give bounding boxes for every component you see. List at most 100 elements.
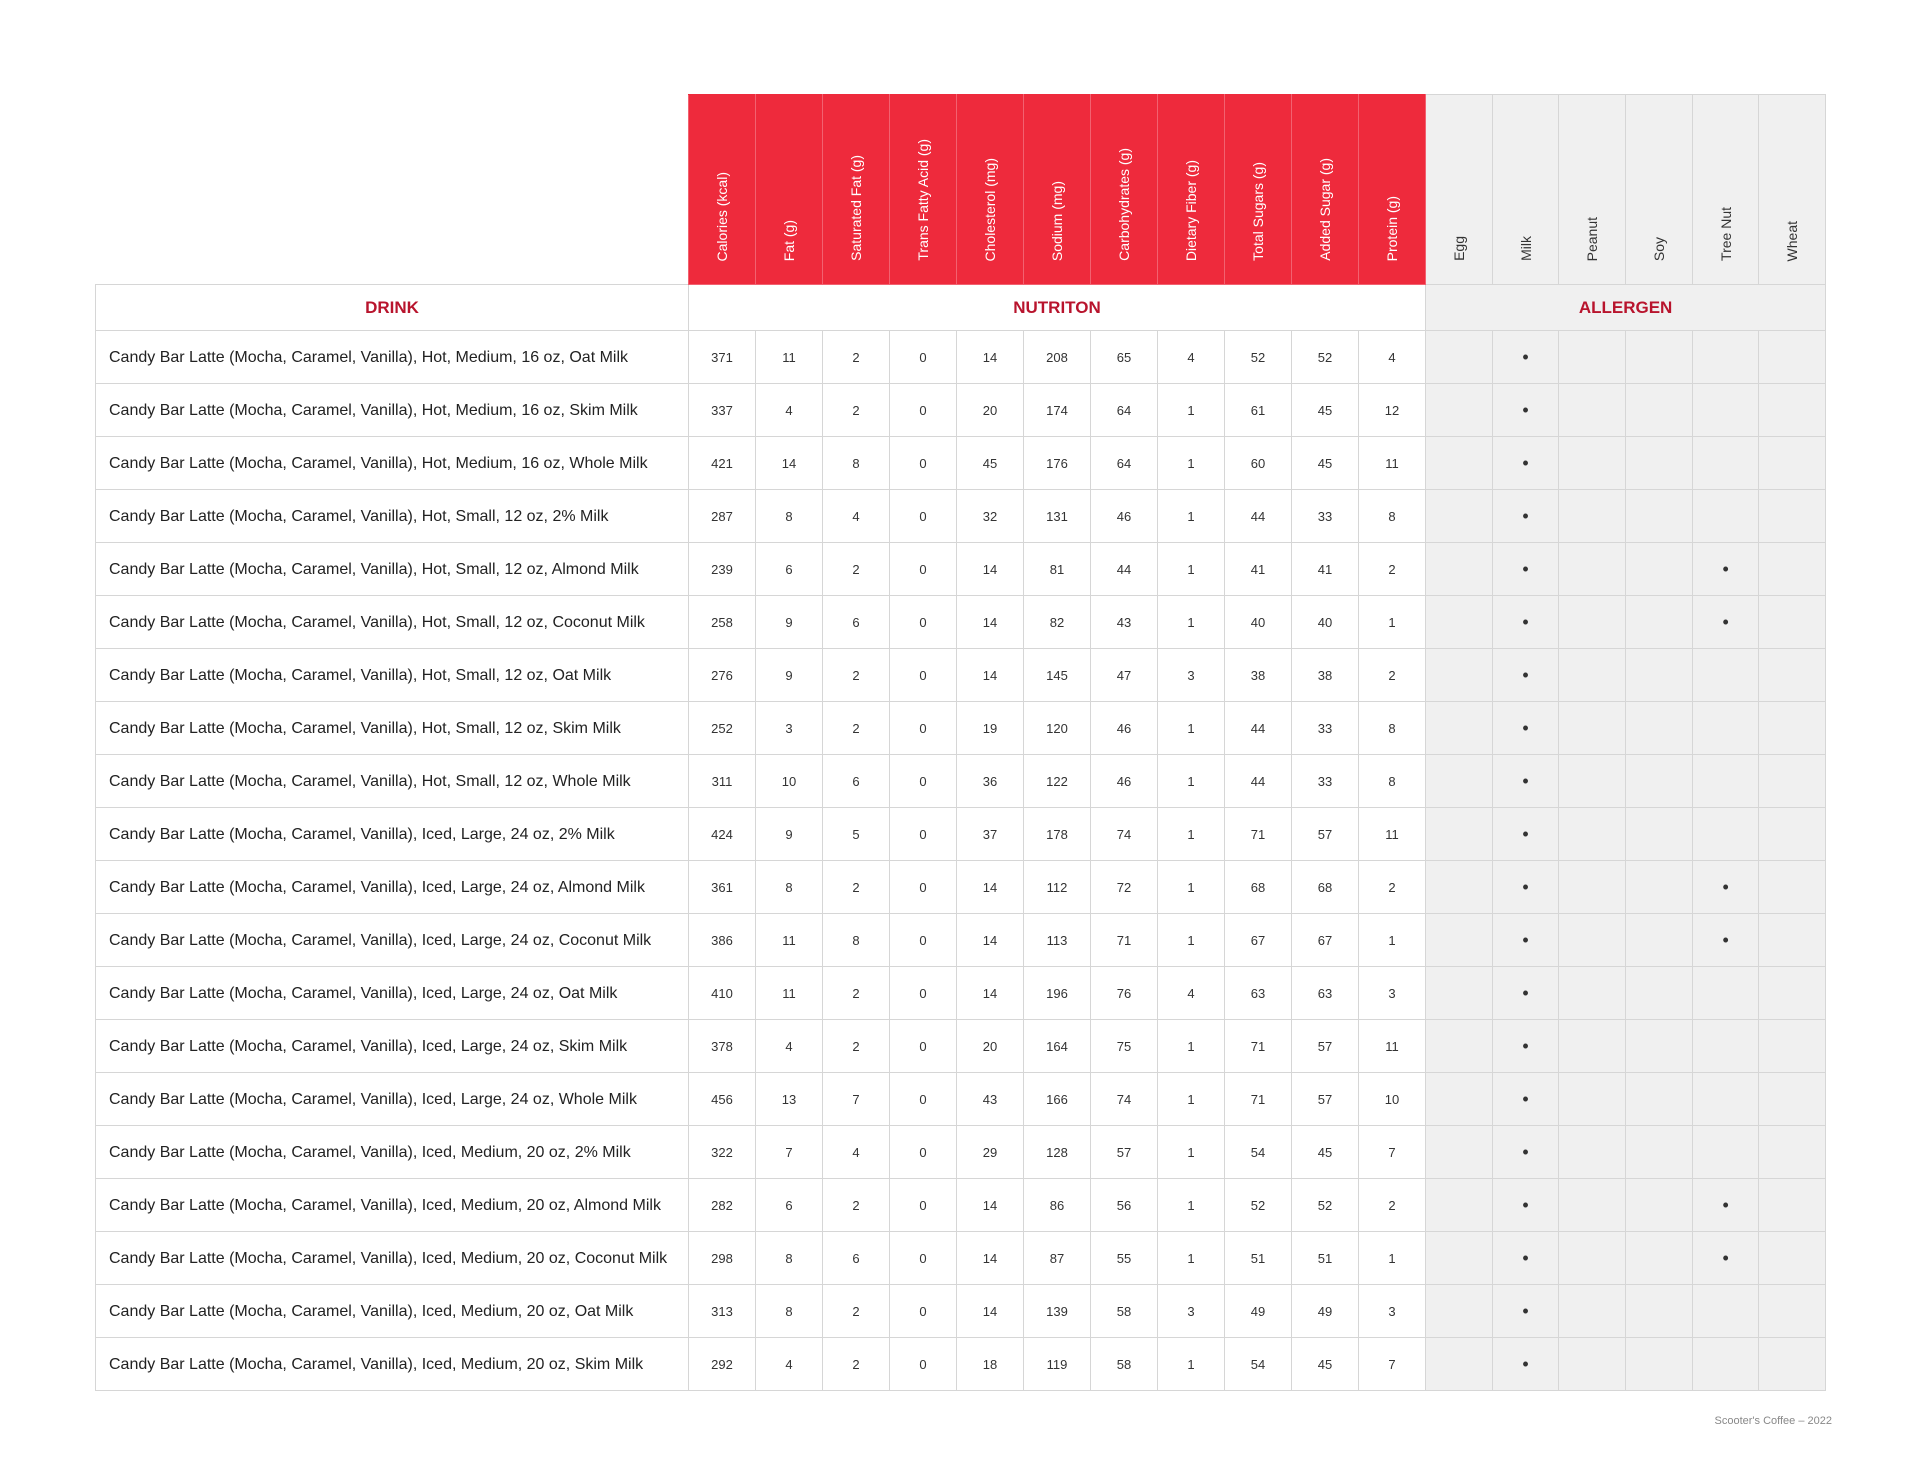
allergen-cell: [1425, 860, 1493, 914]
allergen-cell: [1758, 648, 1827, 702]
nutrition-value: 64: [1090, 383, 1158, 437]
allergen-cell: [1758, 966, 1827, 1020]
nutrition-value: 282: [688, 1178, 756, 1232]
allergen-cell: [1558, 1019, 1627, 1073]
nutrition-value: 14: [956, 1284, 1024, 1338]
allergen-cell: [1558, 330, 1627, 384]
nutrition-value: 8: [1358, 489, 1426, 543]
allergen-cell: [1691, 436, 1760, 490]
nutrition-value: 4: [1157, 330, 1225, 384]
nutrition-value: 11: [1358, 1019, 1426, 1073]
allergen-cell: [1758, 754, 1827, 808]
footer-credit: Scooter's Coffee – 2022: [1714, 1415, 1832, 1427]
nutrition-value: 56: [1090, 1178, 1158, 1232]
nutrition-value: 3: [1358, 966, 1426, 1020]
nutrition-value: 33: [1291, 489, 1359, 543]
nutrition-value: 8: [1358, 754, 1426, 808]
nutrition-value: 131: [1023, 489, 1091, 543]
nutrition-value: 40: [1224, 595, 1292, 649]
column-header-row: Calories (kcal) Fat (g) Saturated Fat (g) T…: [95, 94, 1827, 285]
allergen-cell: [1758, 595, 1827, 649]
allergen-cell: [1425, 595, 1493, 649]
allergen-present-dot: •: [1491, 1337, 1560, 1391]
allergen-header: Peanut: [1558, 94, 1627, 285]
allergen-cell: [1558, 701, 1627, 755]
nutrition-value: 0: [889, 648, 957, 702]
nutrition-header: Carbohydrates (g): [1090, 94, 1158, 285]
allergen-cell: [1625, 648, 1693, 702]
table-row: Candy Bar Latte (Mocha, Caramel, Vanilla…: [95, 1284, 1827, 1338]
nutrition-value: 33: [1291, 701, 1359, 755]
allergen-cell: [1625, 1231, 1693, 1285]
table-row: Candy Bar Latte (Mocha, Caramel, Vanilla…: [95, 542, 1827, 596]
allergen-cell: [1691, 330, 1760, 384]
nutrition-value: 14: [956, 913, 1024, 967]
allergen-header: Milk: [1491, 94, 1560, 285]
nutrition-value: 0: [889, 1072, 957, 1126]
drink-group-label: DRINK: [95, 284, 689, 331]
allergen-header-label: Milk: [1517, 236, 1534, 261]
nutrition-value: 71: [1224, 807, 1292, 861]
nutrition-value: 45: [1291, 436, 1359, 490]
allergen-cell: [1558, 966, 1627, 1020]
nutrition-value: 2: [822, 648, 890, 702]
nutrition-header-label: Calories (kcal): [714, 171, 730, 261]
nutrition-value: 54: [1224, 1125, 1292, 1179]
allergen-cell: [1425, 436, 1493, 490]
nutrition-value: 20: [956, 1019, 1024, 1073]
allergen-present-dot: •: [1691, 1231, 1760, 1285]
nutrition-value: 47: [1090, 648, 1158, 702]
table-row: Candy Bar Latte (Mocha, Caramel, Vanilla…: [95, 330, 1827, 384]
allergen-cell: [1558, 807, 1627, 861]
allergen-header-label: Egg: [1450, 236, 1467, 261]
nutrition-value: 361: [688, 860, 756, 914]
allergen-cell: [1625, 489, 1693, 543]
nutrition-value: 6: [822, 754, 890, 808]
nutrition-value: 51: [1224, 1231, 1292, 1285]
nutrition-value: 57: [1291, 1019, 1359, 1073]
nutrition-header-label: Dietary Fiber (g): [1183, 159, 1199, 261]
nutrition-value: 424: [688, 807, 756, 861]
allergen-cell: [1625, 383, 1693, 437]
nutrition-value: 6: [755, 1178, 823, 1232]
nutrition-value: 67: [1224, 913, 1292, 967]
allergen-cell: [1625, 436, 1693, 490]
nutrition-value: 1: [1157, 701, 1225, 755]
allergen-present-dot: •: [1491, 1284, 1560, 1338]
allergen-cell: [1691, 1019, 1760, 1073]
nutrition-value: 87: [1023, 1231, 1091, 1285]
nutrition-header-label: Saturated Fat (g): [848, 155, 864, 261]
allergen-cell: [1758, 330, 1827, 384]
drink-name: Candy Bar Latte (Mocha, Caramel, Vanilla…: [95, 807, 689, 861]
table-row: Candy Bar Latte (Mocha, Caramel, Vanilla…: [95, 1178, 1827, 1232]
nutrition-value: 3: [1358, 1284, 1426, 1338]
nutrition-value: 45: [1291, 1125, 1359, 1179]
nutrition-value: 7: [1358, 1125, 1426, 1179]
table-row: Candy Bar Latte (Mocha, Caramel, Vanilla…: [95, 1019, 1827, 1073]
drink-name: Candy Bar Latte (Mocha, Caramel, Vanilla…: [95, 701, 689, 755]
nutrition-value: 8: [755, 1231, 823, 1285]
allergen-cell: [1425, 1072, 1493, 1126]
nutrition-value: 9: [755, 648, 823, 702]
allergen-cell: [1558, 436, 1627, 490]
nutrition-value: 37: [956, 807, 1024, 861]
nutrition-value: 68: [1291, 860, 1359, 914]
allergen-cell: [1425, 648, 1493, 702]
nutrition-value: 322: [688, 1125, 756, 1179]
nutrition-value: 239: [688, 542, 756, 596]
allergen-cell: [1691, 489, 1760, 543]
nutrition-value: 9: [755, 595, 823, 649]
allergen-header: Wheat: [1758, 94, 1827, 285]
nutrition-value: 11: [755, 966, 823, 1020]
nutrition-value: 20: [956, 383, 1024, 437]
allergen-present-dot: •: [1691, 1178, 1760, 1232]
nutrition-value: 139: [1023, 1284, 1091, 1338]
nutrition-value: 3: [1157, 1284, 1225, 1338]
allergen-header: Soy: [1625, 94, 1693, 285]
nutrition-value: 1: [1157, 1072, 1225, 1126]
allergen-cell: [1425, 1337, 1493, 1391]
nutrition-header: Protein (g): [1358, 94, 1426, 285]
nutrition-value: 0: [889, 1284, 957, 1338]
nutrition-value: 0: [889, 754, 957, 808]
allergen-cell: [1691, 754, 1760, 808]
